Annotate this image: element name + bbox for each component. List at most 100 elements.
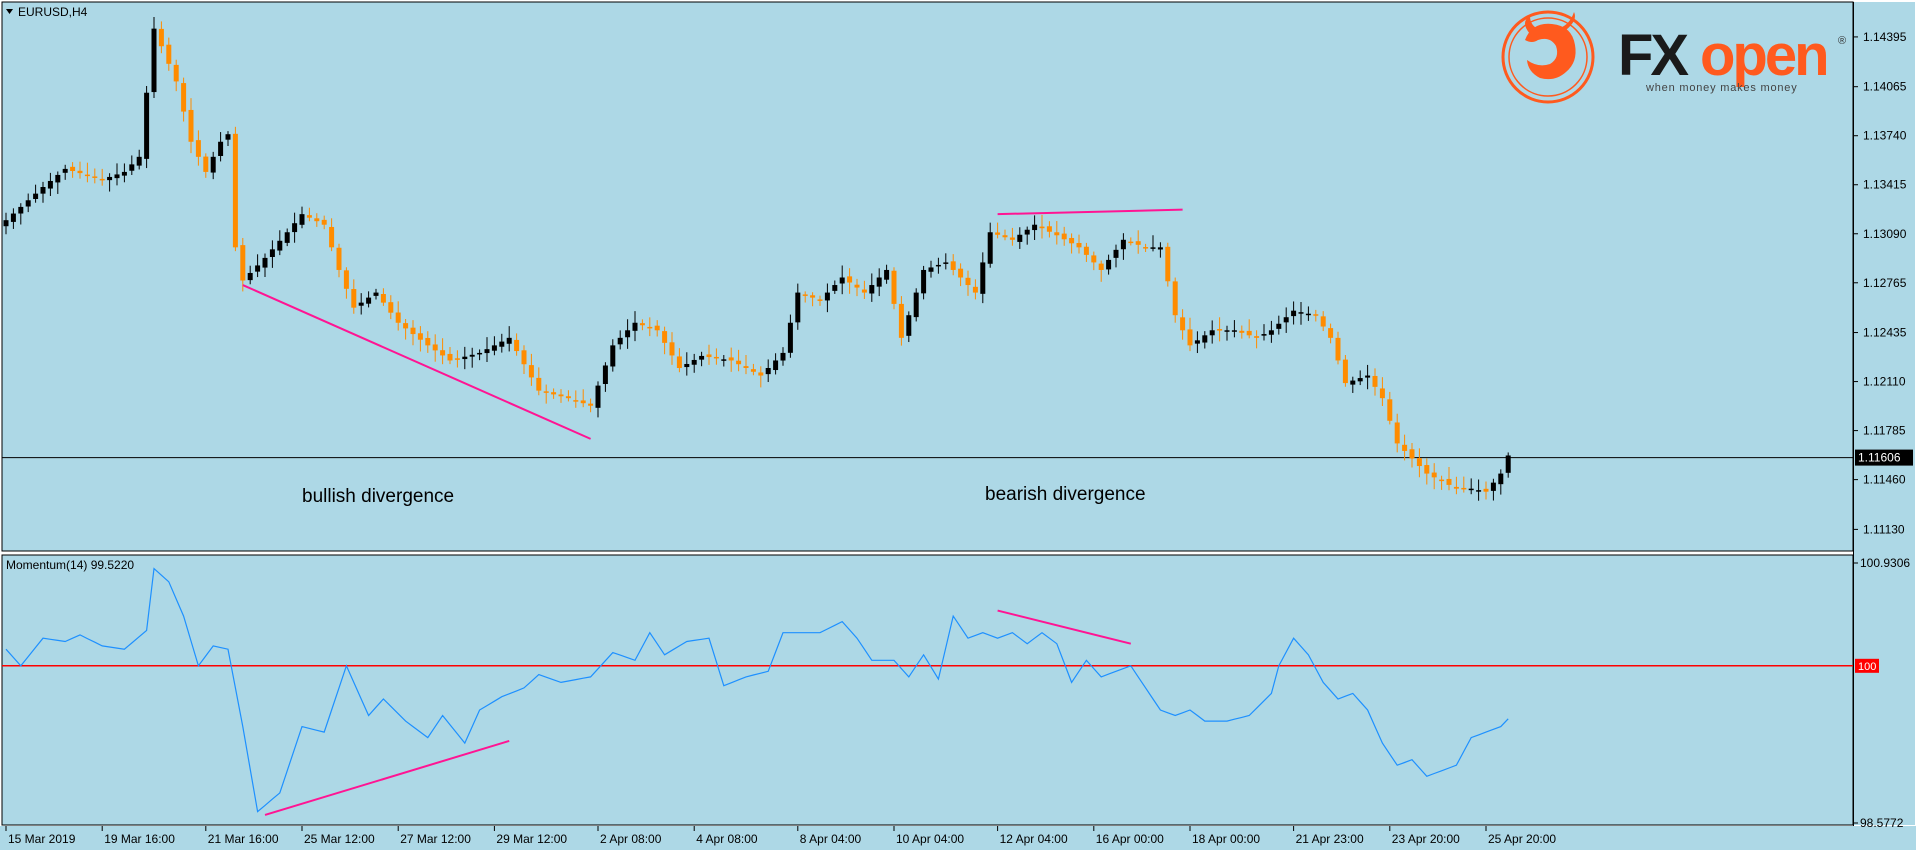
candle bbox=[1476, 479, 1482, 501]
candle-body bbox=[1387, 399, 1393, 421]
candle bbox=[218, 132, 224, 162]
momentum-trendlines bbox=[264, 609, 1132, 816]
momentum-trendline[interactable] bbox=[997, 609, 1132, 645]
candle-body bbox=[943, 262, 949, 264]
price-tick-label: 1.11460 bbox=[1863, 473, 1906, 487]
price-tick-label: 1.13090 bbox=[1863, 227, 1907, 241]
candle-body bbox=[1461, 487, 1467, 490]
candle bbox=[329, 218, 335, 252]
candle-body bbox=[721, 359, 727, 361]
time-tick-label: 29 Mar 12:00 bbox=[496, 832, 567, 846]
candle-body bbox=[10, 213, 16, 222]
bull-horn-right-icon bbox=[1560, 12, 1575, 30]
candle-body bbox=[1083, 246, 1089, 255]
candle-body bbox=[410, 327, 416, 335]
candle bbox=[691, 353, 697, 373]
candle bbox=[1446, 467, 1452, 491]
candle-body bbox=[1498, 473, 1504, 485]
candle-body bbox=[839, 277, 845, 284]
candle bbox=[1409, 443, 1415, 468]
candle-body bbox=[1017, 234, 1023, 242]
candle bbox=[832, 280, 838, 294]
candle-body bbox=[1379, 388, 1385, 399]
candle-body bbox=[70, 166, 76, 172]
candle bbox=[403, 318, 409, 340]
candle-body bbox=[255, 265, 261, 272]
candle-body bbox=[3, 220, 9, 227]
candle-body bbox=[602, 365, 608, 385]
candle bbox=[536, 367, 542, 396]
momentum-level-badge bbox=[1855, 658, 1879, 673]
candle-body bbox=[1254, 336, 1260, 338]
candle-body bbox=[136, 156, 142, 166]
candle-body bbox=[1076, 242, 1082, 248]
candle bbox=[262, 253, 268, 278]
candle bbox=[950, 254, 956, 276]
candle-body bbox=[765, 368, 771, 375]
candle bbox=[995, 222, 1001, 239]
candle bbox=[1246, 319, 1252, 339]
candle-body bbox=[551, 392, 557, 395]
bull-horn-icon bbox=[1525, 16, 1540, 34]
candle bbox=[247, 265, 253, 285]
candle-body bbox=[891, 270, 897, 304]
candle-body bbox=[1446, 478, 1452, 485]
candle-body bbox=[262, 257, 268, 268]
candle bbox=[847, 268, 853, 294]
candle-body bbox=[188, 109, 194, 142]
candle-body bbox=[1054, 232, 1060, 236]
candle bbox=[10, 208, 16, 229]
candle-body bbox=[469, 354, 475, 357]
candle-body bbox=[1180, 317, 1186, 331]
candle bbox=[1498, 469, 1504, 495]
candle bbox=[491, 336, 497, 356]
candle-body bbox=[906, 315, 912, 336]
candle bbox=[876, 268, 882, 297]
price-tick-label: 1.14065 bbox=[1863, 80, 1907, 94]
price-tick-label: 1.13740 bbox=[1863, 129, 1907, 143]
candle bbox=[136, 149, 142, 170]
candle-body bbox=[950, 261, 956, 270]
momentum-trendline[interactable] bbox=[264, 739, 510, 816]
candle bbox=[469, 347, 475, 368]
candle-body bbox=[817, 299, 823, 301]
candle bbox=[1091, 251, 1097, 271]
candle bbox=[514, 333, 520, 356]
candle bbox=[1120, 233, 1126, 260]
price-tick-label: 1.11785 bbox=[1863, 424, 1906, 438]
momentum-panel[interactable] bbox=[1, 554, 1854, 826]
candle bbox=[1342, 354, 1348, 387]
time-tick-label: 4 Apr 08:00 bbox=[696, 832, 758, 846]
candle bbox=[898, 296, 904, 346]
price-panel[interactable] bbox=[1, 1, 1854, 552]
price-tick-label: 1.14395 bbox=[1863, 30, 1907, 44]
candle bbox=[736, 349, 742, 372]
current-price-badge bbox=[1855, 449, 1913, 466]
time-tick-label: 18 Apr 00:00 bbox=[1192, 832, 1260, 846]
candle bbox=[425, 331, 431, 353]
candle bbox=[1106, 254, 1112, 275]
candle-body bbox=[773, 360, 779, 371]
candle-body bbox=[713, 356, 719, 359]
price-trendline[interactable] bbox=[242, 284, 592, 440]
candle-body bbox=[528, 365, 534, 378]
logo-circle-icon bbox=[1501, 10, 1595, 104]
time-axis: 15 Mar 2019 19 Mar 16:00 21 Mar 16:00 25 Ma… bbox=[5, 826, 1556, 846]
candle-body bbox=[913, 292, 919, 318]
candle-body bbox=[284, 232, 290, 243]
price-trendline[interactable] bbox=[997, 208, 1183, 216]
symbol-dropdown-icon[interactable] bbox=[6, 9, 13, 14]
candle bbox=[617, 330, 623, 350]
candle bbox=[1054, 221, 1060, 245]
candle-body bbox=[181, 83, 187, 112]
candle-body bbox=[521, 350, 527, 365]
time-tick-label: 25 Mar 12:00 bbox=[304, 832, 375, 846]
candle bbox=[166, 37, 172, 71]
candle bbox=[40, 181, 46, 203]
candle-body bbox=[1342, 359, 1348, 384]
candle-body bbox=[1409, 449, 1415, 459]
candle-body bbox=[107, 176, 113, 181]
candle-body bbox=[84, 174, 90, 177]
candle-body bbox=[1091, 255, 1097, 263]
